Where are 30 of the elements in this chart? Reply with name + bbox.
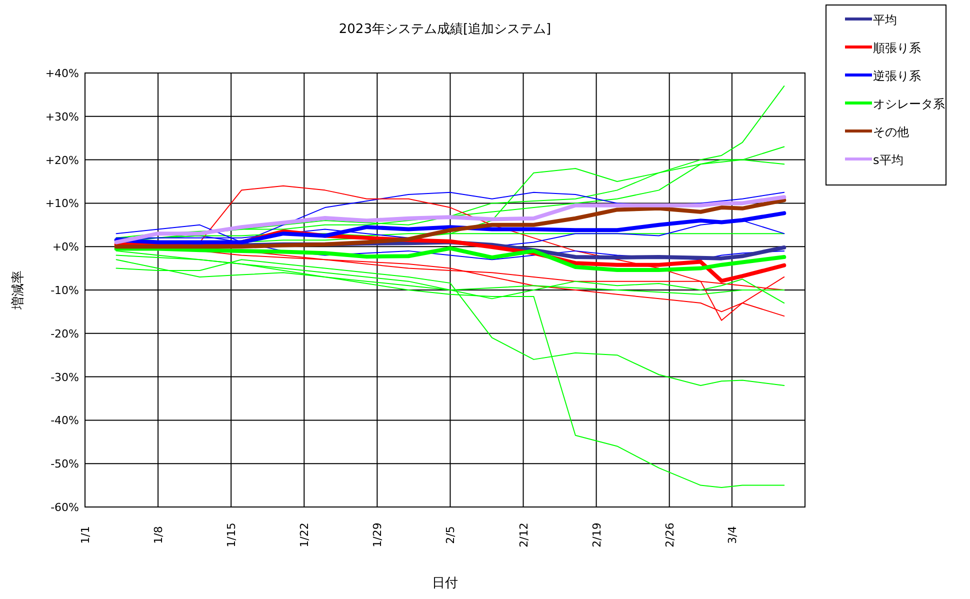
y-tick-label: -10% — [50, 284, 79, 297]
y-tick-label: -30% — [50, 370, 79, 384]
x-tick-label: 1/22 — [298, 522, 312, 548]
y-tick-label: +30% — [45, 110, 79, 124]
y-tick-label: -60% — [50, 501, 79, 514]
x-tick-label: 3/4 — [726, 526, 739, 544]
y-tick-label: -50% — [50, 458, 79, 471]
x-tick-label: 1/8 — [152, 526, 166, 544]
chart-title: 2023年システム成績[追加システム] — [338, 22, 552, 37]
x-tick-label: 1/15 — [225, 522, 238, 548]
y-axis-title: 増減率 — [10, 270, 26, 310]
legend-label: 順張り系 — [873, 41, 921, 55]
legend-label: 平均 — [873, 13, 897, 27]
x-tick-label: 2/19 — [590, 522, 604, 548]
x-axis-title: 日付 — [432, 576, 458, 591]
y-tick-label: -40% — [50, 414, 79, 428]
x-tick-label: 2/26 — [663, 522, 676, 548]
x-tick-label: 2/12 — [517, 522, 530, 548]
x-tick-label: 1/1 — [79, 526, 92, 544]
y-tick-label: +40% — [45, 67, 79, 80]
legend-label: 逆張り系 — [873, 69, 921, 83]
x-tick-label: 2/5 — [444, 526, 458, 544]
y-tick-label: +10% — [45, 197, 79, 210]
legend-label: オシレータ系 — [873, 97, 945, 111]
x-tick-label: 1/29 — [371, 522, 384, 548]
legend-label: s平均 — [873, 153, 904, 167]
y-tick-label: +0% — [52, 240, 79, 254]
legend-label: その他 — [873, 125, 909, 139]
y-tick-label: -20% — [50, 327, 79, 340]
y-tick-label: +20% — [45, 154, 79, 167]
